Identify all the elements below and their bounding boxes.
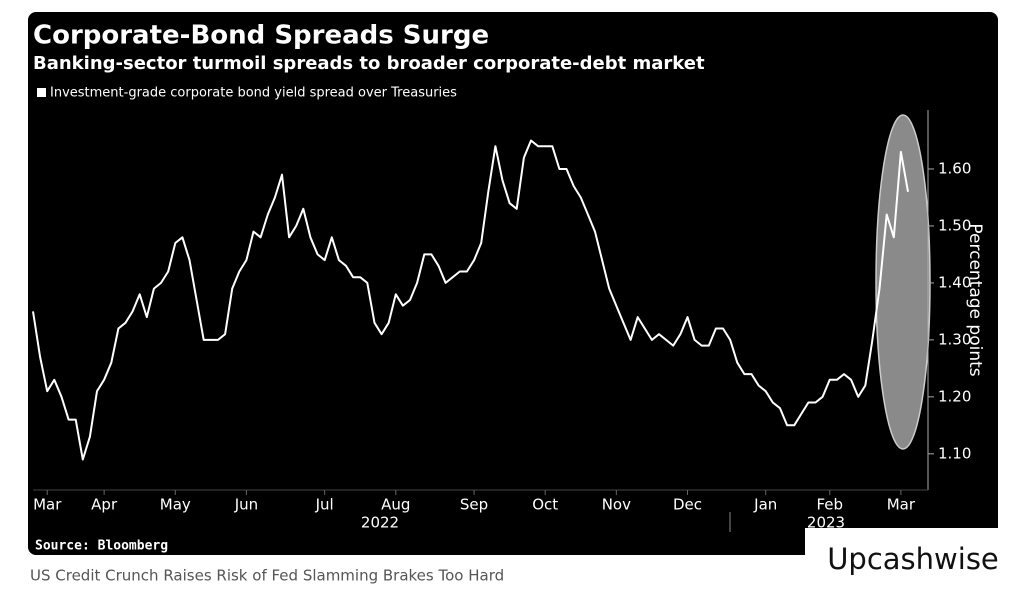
- highlight-ellipse: [875, 114, 931, 450]
- y-axis-label: Percentage points: [965, 223, 985, 376]
- year-label: 2023: [807, 514, 845, 532]
- x-tick-label: Mar: [33, 496, 62, 514]
- y-tick-label: 1.50: [938, 216, 971, 234]
- watermark-box: [805, 528, 1000, 580]
- x-tick-label: May: [160, 496, 191, 514]
- data-line: [32, 139, 909, 461]
- chart-background: [28, 12, 998, 555]
- legend-label: Investment-grade corporate bond yield sp…: [50, 86, 457, 101]
- y-tick-label: 1.60: [938, 159, 971, 177]
- chart-title: Corporate-Bond Spreads Surge: [33, 21, 489, 51]
- legend-swatch: [37, 88, 46, 97]
- watermark: Upcashwise: [827, 542, 999, 576]
- y-tick-label: 1.40: [938, 273, 971, 291]
- x-tick-label: Feb: [816, 496, 843, 514]
- source: Source: Bloomberg: [35, 539, 168, 554]
- y-tick-label: 1.10: [938, 444, 971, 462]
- x-tick-label: Dec: [673, 496, 702, 514]
- x-tick-label: Apr: [91, 496, 118, 514]
- caption: US Credit Crunch Raises Risk of Fed Slam…: [30, 567, 504, 585]
- chart-subtitle: Banking-sector turmoil spreads to broade…: [33, 53, 705, 74]
- year-label: 2022: [361, 514, 399, 532]
- x-tick-label: Aug: [381, 496, 410, 514]
- y-tick-label: 1.30: [938, 330, 971, 348]
- x-tick-label: Sep: [460, 496, 488, 514]
- y-tick-label: 1.20: [938, 387, 971, 405]
- x-tick-label: Jun: [234, 496, 258, 514]
- x-tick-label: Mar: [887, 496, 916, 514]
- x-tick-label: Jan: [753, 496, 777, 514]
- x-tick-label: Nov: [602, 496, 631, 514]
- x-tick-label: Jul: [315, 496, 334, 514]
- x-tick-label: Oct: [532, 496, 558, 514]
